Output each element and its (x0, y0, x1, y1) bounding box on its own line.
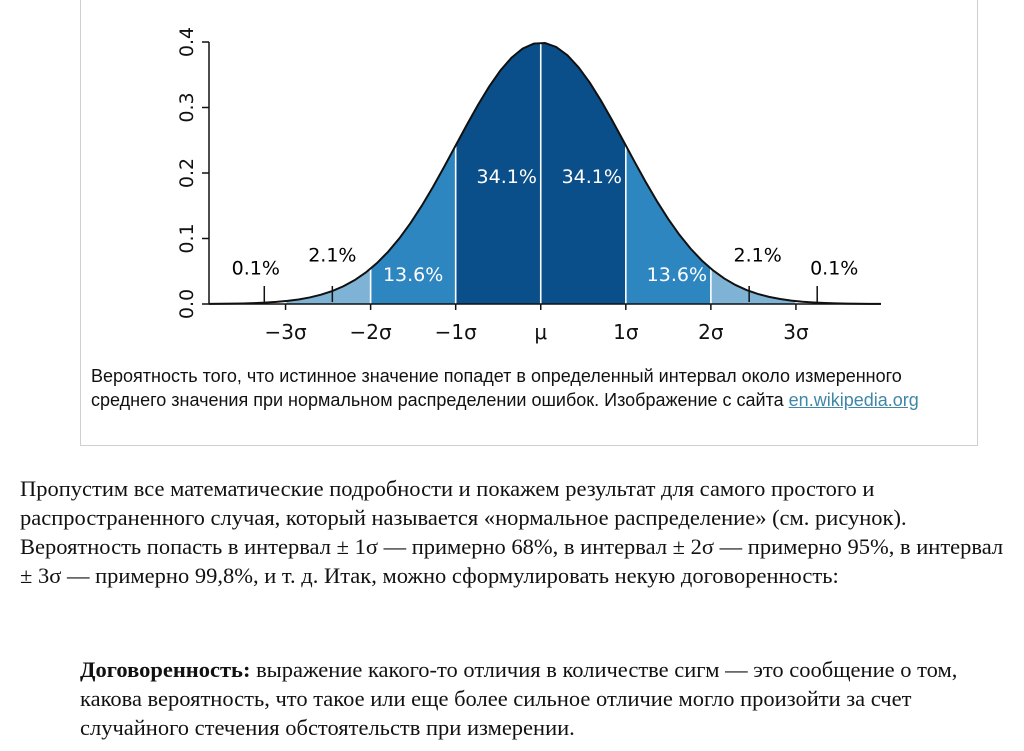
percent-label-1: 2.1% (308, 244, 356, 266)
figure-caption: Вероятность того, что истинное значение … (91, 364, 961, 412)
y-tick-label-1: 0.1 (176, 223, 198, 253)
percent-label-4: 34.1% (562, 166, 622, 188)
figure-box: 0.0 0.1 0.2 0.3 0.4 −3σ −2σ −1σ μ 1σ 2σ 3σ 0.1% 2.1% 1… (80, 0, 978, 446)
percent-label-2: 13.6% (383, 264, 443, 286)
y-tick-label-3: 0.3 (176, 92, 198, 122)
quote-label: Договоренность: (80, 657, 251, 682)
body-paragraph: Пропустим все математические подробности… (20, 476, 1004, 588)
caption-link[interactable]: en.wikipedia.org (788, 390, 919, 410)
y-tick-label-2: 0.2 (176, 158, 198, 188)
x-tick-label-1: −2σ (350, 320, 392, 344)
x-tick-label-4: 1σ (613, 320, 639, 344)
percent-label-3: 34.1% (477, 166, 537, 188)
percent-label-6: 2.1% (734, 244, 782, 266)
caption-text: Вероятность того, что истинное значение … (91, 366, 902, 410)
x-tick-label-3: μ (534, 320, 547, 344)
x-tick-label-5: 2σ (698, 320, 724, 344)
region-5 (710, 268, 796, 304)
percent-label-7: 0.1% (810, 258, 858, 280)
quote-text: выражение какого-то отличия в количестве… (80, 657, 958, 740)
density-curve (208, 42, 882, 305)
normal-distribution-chart: 0.0 0.1 0.2 0.3 0.4 −3σ −2σ −1σ μ 1σ 2σ 3σ 0.1% 2.1% 1… (176, 27, 882, 344)
percent-label-5: 13.6% (647, 264, 707, 286)
x-tick-label-0: −3σ (264, 320, 306, 344)
agreement-quote: Договоренность: выражение какого-то отли… (80, 655, 1020, 742)
region-0 (285, 268, 371, 304)
percent-label-0: 0.1% (232, 258, 280, 280)
x-tick-label-2: −1σ (435, 320, 477, 344)
y-tick-label-0: 0.0 (176, 289, 198, 319)
y-tick-label-4: 0.4 (176, 27, 198, 57)
x-tick-label-6: 3σ (783, 320, 809, 344)
